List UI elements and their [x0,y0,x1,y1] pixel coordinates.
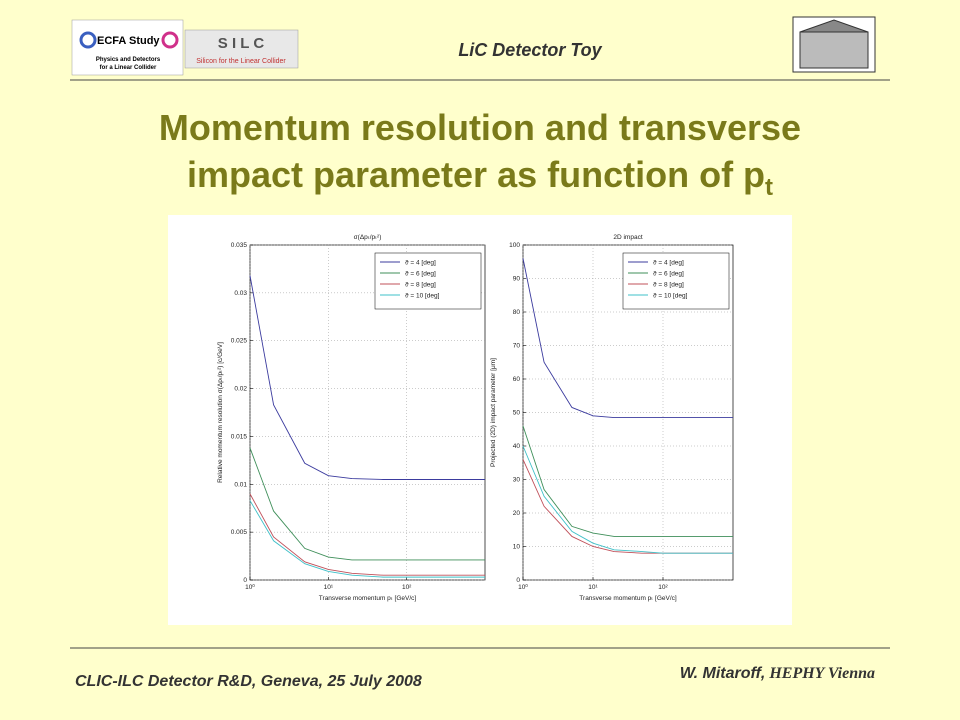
footer-right: W. Mitaroff, HEPHY Vienna [680,665,875,682]
legend-label: ϑ = 4 [deg] [405,260,436,267]
y-tick-label: 90 [513,276,521,283]
legend-label: ϑ = 8 [deg] [405,282,436,289]
logo-text: S I L C [218,35,265,52]
chart-title: σ(Δpₜ/pₜ²) [354,234,382,241]
logo-text: for a Linear Collider [100,65,157,71]
chart-title: 2D impact [613,234,642,241]
y-tick-label: 20 [513,510,521,517]
chart: 0 0.005 0.01 0.015 0.02 0.025 0.03 0.035 10⁰ 10¹ 1… [217,234,486,602]
y-tick-label: 0.035 [231,242,248,249]
title-subscript: t [765,174,773,201]
logo-text: Silicon for the Linear Collider [196,58,286,65]
y-tick-label: 70 [513,343,521,350]
x-tick-label: 10² [658,584,668,591]
x-tick-label: 10² [402,584,412,591]
y-tick-label: 0 [516,577,520,584]
y-tick-label: 0.015 [231,433,248,440]
x-tick-label: 10¹ [324,584,334,591]
x-tick-label: 10⁰ [518,583,528,591]
slide-title: Momentum resolution and transverse [159,107,801,148]
roof [799,19,869,33]
series-line [249,493,485,576]
footer-institute: HEPHY Vienna [768,665,875,682]
legend-label: ϑ = 8 [deg] [653,282,684,289]
y-tick-label: 0.005 [231,529,248,536]
logo-ring [161,31,179,49]
y-tick-label: 0.03 [234,290,247,297]
series-line [249,275,485,480]
series-line [249,500,485,578]
logo-ring [79,31,97,49]
logo-box [184,29,299,69]
series-line [249,447,485,561]
y-tick-label: 0 [243,577,247,584]
logo-text: ECFA Study [97,35,160,47]
logo-text: Physics and Detectors [96,57,161,63]
building [799,31,869,69]
x-axis-label: Transverse momentum pₜ [GeV/c] [579,595,677,602]
legend-label: ϑ = 10 [deg] [653,293,688,300]
legend-label: ϑ = 10 [deg] [405,293,440,300]
header-title: LiC Detector Toy [458,40,602,60]
y-tick-label: 10 [513,544,521,551]
series-line [522,425,733,537]
x-axis-label: Transverse momentum pₜ [GeV/c] [319,595,417,602]
x-tick-label: 10¹ [588,584,598,591]
x-tick-label: 10⁰ [245,583,255,591]
logo-ecfa: ECFA Study Physics and Detectors for a L… [71,19,184,76]
y-axis-label: Relative momentum resolution σ(Δpₜ/pₜ²) … [217,342,224,483]
title-text: impact parameter as function of p [187,154,765,195]
footer-author: W. Mitaroff, [680,665,766,682]
series-line [522,445,733,554]
y-tick-label: 50 [513,410,521,417]
legend-label: ϑ = 4 [deg] [653,260,684,267]
y-tick-label: 0.01 [234,481,247,488]
series-line [522,258,733,418]
legend-label: ϑ = 6 [deg] [653,271,684,278]
y-tick-label: 0.02 [234,386,247,393]
chart: 0 10 20 30 40 50 60 70 80 90 100 10⁰ 10¹ 10² 2D impact… [490,234,734,602]
y-tick-label: 40 [513,443,521,450]
footer-left: CLIC-ILC Detector R&D, Geneva, 25 July 2… [75,673,422,690]
y-tick-label: 80 [513,309,521,316]
y-tick-label: 100 [509,242,520,249]
y-axis-label: Projected (2D) impact parameter [μm] [490,358,497,467]
logo-building [792,16,876,73]
y-tick-label: 0.025 [231,338,248,345]
y-tick-label: 60 [513,376,521,383]
slide-title: impact parameter as function of pt [187,154,773,201]
legend-label: ϑ = 6 [deg] [405,271,436,278]
y-tick-label: 30 [513,477,521,484]
charts: 0 0.005 0.01 0.015 0.02 0.025 0.03 0.035 10⁰ 10¹ 1… [217,234,734,602]
logo-silc: S I L C Silicon for the Linear Collider [184,29,299,69]
